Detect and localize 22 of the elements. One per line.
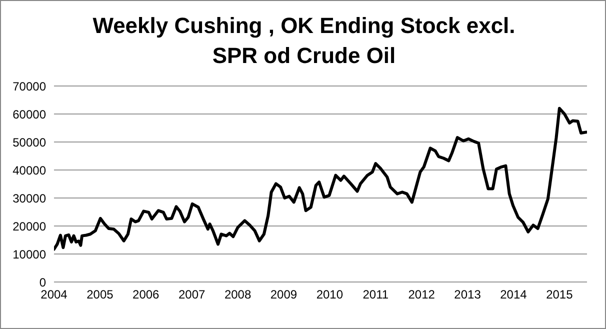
y-tick-label: 0 [39, 275, 46, 290]
y-tick-label: 20000 [12, 219, 46, 234]
x-tick-label: 2010 [316, 288, 344, 302]
y-tick-label: 60000 [12, 107, 46, 122]
x-tick-label: 2011 [362, 288, 389, 302]
x-tick-label: 2007 [178, 288, 206, 302]
x-tick-label: 2006 [132, 288, 160, 302]
x-tick-label: 2014 [500, 288, 528, 302]
y-tick-label: 70000 [12, 79, 46, 94]
x-tick-label: 2004 [40, 288, 68, 302]
x-tick-label: 2012 [408, 288, 436, 302]
line-series [54, 106, 587, 251]
x-tick-label: 2008 [224, 288, 252, 302]
x-tick-label: 2013 [454, 288, 482, 302]
x-tick-label: 2005 [86, 288, 114, 302]
x-tick-label: 2015 [546, 288, 574, 302]
y-tick-label: 50000 [12, 135, 46, 150]
chart-title: Weekly Cushing , OK Ending Stock excl. SPR od Crude Oil [92, 12, 516, 70]
y-tick-label: 30000 [12, 191, 46, 206]
y-tick-label: 10000 [12, 247, 46, 262]
x-tick-label: 2009 [270, 288, 298, 302]
y-tick-label: 40000 [12, 163, 46, 178]
